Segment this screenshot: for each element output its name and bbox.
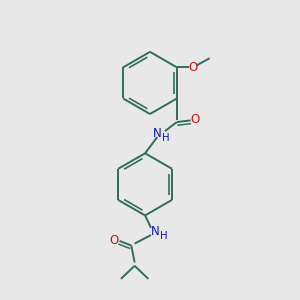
Text: O: O bbox=[188, 61, 197, 74]
Text: H: H bbox=[162, 133, 170, 143]
Text: O: O bbox=[190, 113, 199, 126]
Text: N: N bbox=[151, 225, 159, 238]
Text: N: N bbox=[153, 127, 162, 140]
Text: H: H bbox=[160, 231, 168, 242]
Text: O: O bbox=[110, 234, 119, 247]
